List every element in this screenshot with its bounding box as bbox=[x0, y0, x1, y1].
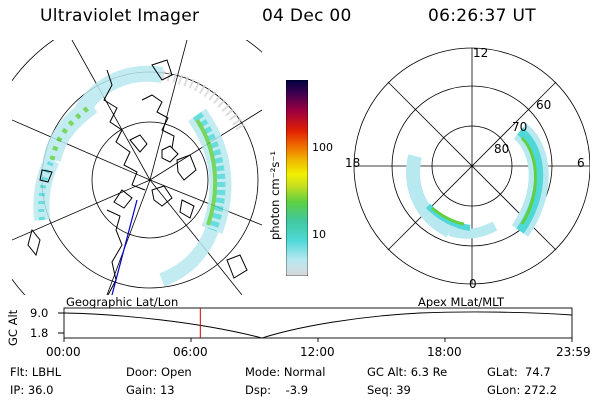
lat-label-70: 70 bbox=[512, 120, 528, 134]
door-status: Door: Open bbox=[126, 365, 192, 379]
time-label: 06:26:37 UT bbox=[428, 6, 536, 26]
color-scale-bar bbox=[286, 80, 308, 276]
glon-value: GLon: 272.2 bbox=[487, 383, 557, 397]
altitude-axis-label: GC Alt bbox=[6, 309, 20, 346]
lat-label-80: 80 bbox=[494, 142, 510, 156]
mlt-label-right: 6 bbox=[577, 156, 585, 170]
time-tick-4: 23:59 bbox=[556, 345, 591, 359]
dsp-value: Dsp: -3.9 bbox=[245, 383, 309, 397]
glat-value: GLat: 74.7 bbox=[487, 365, 551, 379]
geographic-map bbox=[12, 40, 262, 295]
sequence-value: Seq: 39 bbox=[367, 383, 411, 397]
time-tick-1: 06:00 bbox=[173, 345, 208, 359]
time-tick-2: 12:00 bbox=[300, 345, 335, 359]
altitude-plot bbox=[58, 307, 573, 342]
colorbar-unit-label: photon cm⁻²s⁻¹ bbox=[268, 151, 282, 240]
ground-track bbox=[111, 199, 138, 295]
mlt-label-left: 18 bbox=[345, 156, 361, 170]
colorbar-tick-100: 100 bbox=[312, 141, 333, 154]
mlt-label-bottom: 0 bbox=[469, 277, 477, 291]
left-map-title: Geographic Lat/Lon bbox=[66, 295, 179, 309]
mode-value: Mode: Normal bbox=[245, 365, 326, 379]
magnetic-polar-map bbox=[353, 47, 590, 285]
instrument-title: Ultraviolet Imager bbox=[40, 6, 200, 26]
mlt-label-top: 12 bbox=[473, 46, 489, 60]
gain-value: Gain: 13 bbox=[126, 383, 175, 397]
altitude-tick-min: 1.8 bbox=[30, 326, 49, 340]
altitude-tick-max: 9.0 bbox=[30, 306, 49, 320]
colorbar-tick-10: 10 bbox=[312, 228, 326, 241]
auroral-emission bbox=[33, 65, 247, 287]
filter-value: Flt: LBHL bbox=[10, 365, 62, 379]
gc-altitude-value: GC Alt: 6.3 Re bbox=[367, 365, 448, 379]
ip-value: IP: 36.0 bbox=[10, 383, 54, 397]
auroral-emission-polar bbox=[406, 123, 549, 239]
altitude-curve bbox=[63, 311, 573, 339]
time-tick-0: 00:00 bbox=[46, 345, 81, 359]
time-tick-3: 18:00 bbox=[427, 345, 462, 359]
lat-circle bbox=[91, 121, 209, 239]
date-label: 04 Dec 00 bbox=[262, 6, 352, 26]
right-map-title: Apex MLat/MLT bbox=[418, 295, 505, 309]
lat-label-60: 60 bbox=[536, 98, 552, 112]
